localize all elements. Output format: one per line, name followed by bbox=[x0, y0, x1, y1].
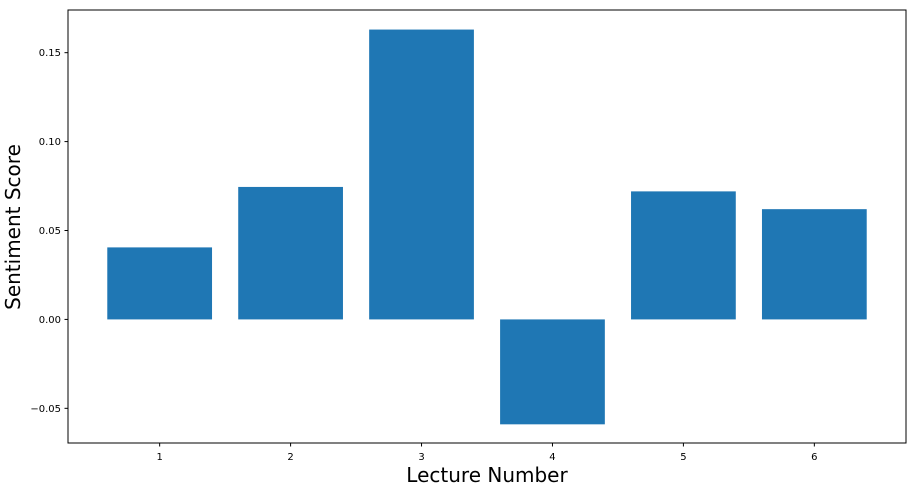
bar-lecture-2 bbox=[238, 186, 343, 320]
bar-lecture-1 bbox=[107, 247, 213, 320]
x-tick-label: 2 bbox=[287, 452, 293, 463]
plot-frame bbox=[67, 9, 907, 444]
bar-lecture-4 bbox=[500, 319, 605, 425]
ticks-layer: 1 2 3 4 5 6 −0.05 0.00 0.05 0.10 0.15 bbox=[30, 48, 817, 463]
y-tick-label: 0.05 bbox=[39, 226, 61, 237]
x-tick-label: 1 bbox=[156, 452, 162, 463]
y-tick-label: 0.10 bbox=[39, 137, 61, 148]
x-tick-label: 5 bbox=[680, 452, 686, 463]
y-axis-label: Sentiment Score bbox=[1, 144, 25, 310]
bar-lecture-5 bbox=[631, 191, 736, 320]
x-axis-label: Lecture Number bbox=[406, 463, 568, 487]
y-tick-label: 0.00 bbox=[39, 315, 61, 326]
bar-lecture-6 bbox=[761, 209, 867, 320]
y-tick-label: −0.05 bbox=[30, 404, 61, 415]
y-tick-label: 0.15 bbox=[39, 48, 61, 59]
x-tick-label: 6 bbox=[811, 452, 817, 463]
x-tick-label: 4 bbox=[549, 452, 555, 463]
x-tick-label: 3 bbox=[418, 452, 424, 463]
bars-layer bbox=[107, 29, 867, 425]
bar-lecture-3 bbox=[369, 29, 474, 320]
